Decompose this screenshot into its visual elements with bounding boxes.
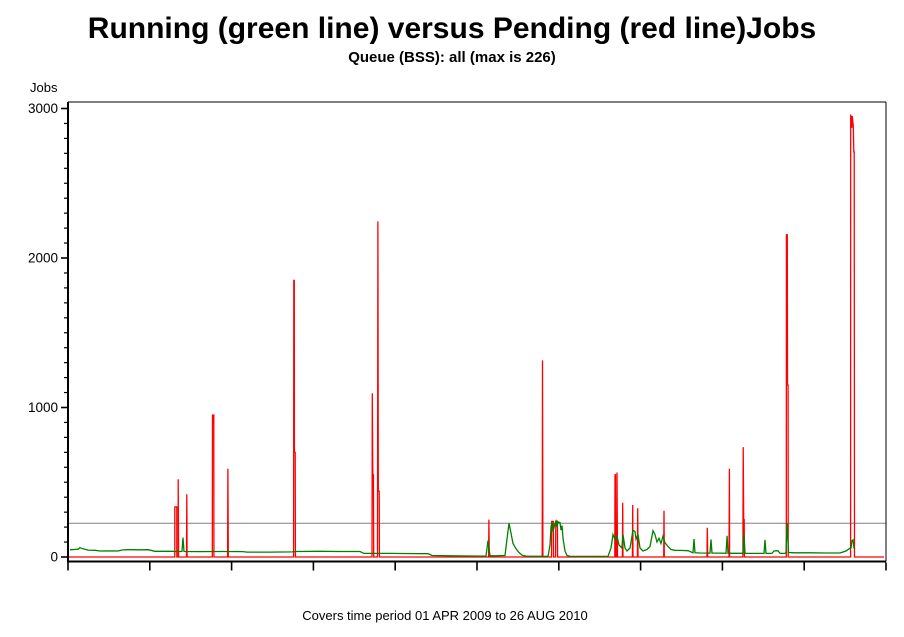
footnote: Covers time period 01 APR 2009 to 26 AUG… (302, 608, 588, 623)
y-tick-label-0: 0 (50, 550, 58, 565)
plot-area: 0 1000 2000 3000 (28, 101, 887, 571)
chart-subtitle: Queue (BSS): all (max is 226) (348, 49, 556, 66)
chart-title: Running (green line) versus Pending (red… (87, 12, 817, 45)
y-tick-label-1000: 1000 (28, 400, 58, 415)
y-axis-label: Jobs (30, 80, 58, 95)
running-line (69, 518, 856, 558)
y-axis-ticks: 0 1000 2000 3000 (28, 101, 68, 565)
x-axis-ticks (67, 562, 887, 571)
y-tick-label-3000: 3000 (28, 101, 58, 116)
pending-line (68, 114, 884, 558)
y-tick-label-2000: 2000 (28, 251, 58, 266)
